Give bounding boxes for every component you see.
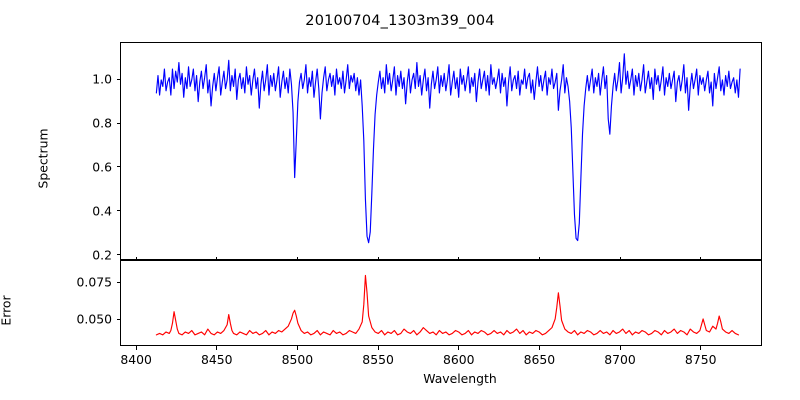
page-title: 20100704_1303m39_004 (305, 13, 495, 29)
error-line-plot (121, 261, 761, 345)
y-tick-label: 0.4 (92, 203, 112, 219)
x-tick-mark-spectrum (700, 256, 702, 260)
y-tick-mark (116, 122, 120, 124)
x-tick-label: 8650 (523, 352, 556, 367)
x-tick-mark-spectrum (216, 256, 218, 260)
x-tick-mark-error (619, 346, 621, 350)
x-tick-mark-spectrum (377, 256, 379, 260)
y-tick-label: 0.050 (76, 311, 112, 327)
y-tick-mark (116, 210, 120, 212)
y-tick-label: 0.6 (92, 159, 112, 175)
spectrum-series (156, 54, 740, 243)
x-tick-mark-spectrum (135, 256, 137, 260)
x-axis-label: Wavelength (423, 371, 497, 386)
x-tick-label: 8400 (120, 352, 152, 367)
x-tick-mark-error (377, 346, 379, 350)
x-tick-mark-error (538, 346, 540, 350)
y-tick-label: 0.8 (92, 115, 112, 131)
y-tick-mark (116, 166, 120, 168)
x-tick-mark-error (216, 346, 218, 350)
x-tick-mark-error (296, 346, 299, 350)
y-tick-label: 0.075 (76, 274, 112, 290)
error-y-axis-label: Error (0, 295, 14, 326)
x-tick-mark-spectrum (458, 256, 460, 260)
y-tick-mark (116, 78, 120, 80)
spectrum-panel (120, 42, 762, 260)
y-tick-label: 1.0 (92, 71, 112, 87)
x-tick-label: 8450 (201, 352, 233, 367)
x-tick-label: 8600 (442, 352, 475, 367)
x-tick-mark-spectrum (619, 256, 621, 260)
y-tick-mark (116, 281, 120, 283)
x-tick-mark-error (700, 346, 702, 350)
y-tick-mark (116, 318, 120, 320)
error-panel (120, 260, 762, 346)
x-tick-label: 8550 (362, 352, 394, 367)
x-tick-mark-spectrum (296, 256, 299, 260)
x-tick-label: 8700 (604, 352, 636, 367)
spectrum-line-plot (121, 43, 761, 259)
error-series (156, 275, 738, 334)
x-tick-mark-spectrum (538, 256, 540, 260)
x-tick-label: 8750 (684, 352, 717, 367)
x-tick-label: 8500 (281, 352, 314, 367)
x-tick-mark-error (135, 346, 137, 350)
y-tick-mark (116, 254, 120, 256)
x-tick-mark-error (458, 346, 460, 350)
y-tick-label: 0.2 (92, 247, 112, 263)
